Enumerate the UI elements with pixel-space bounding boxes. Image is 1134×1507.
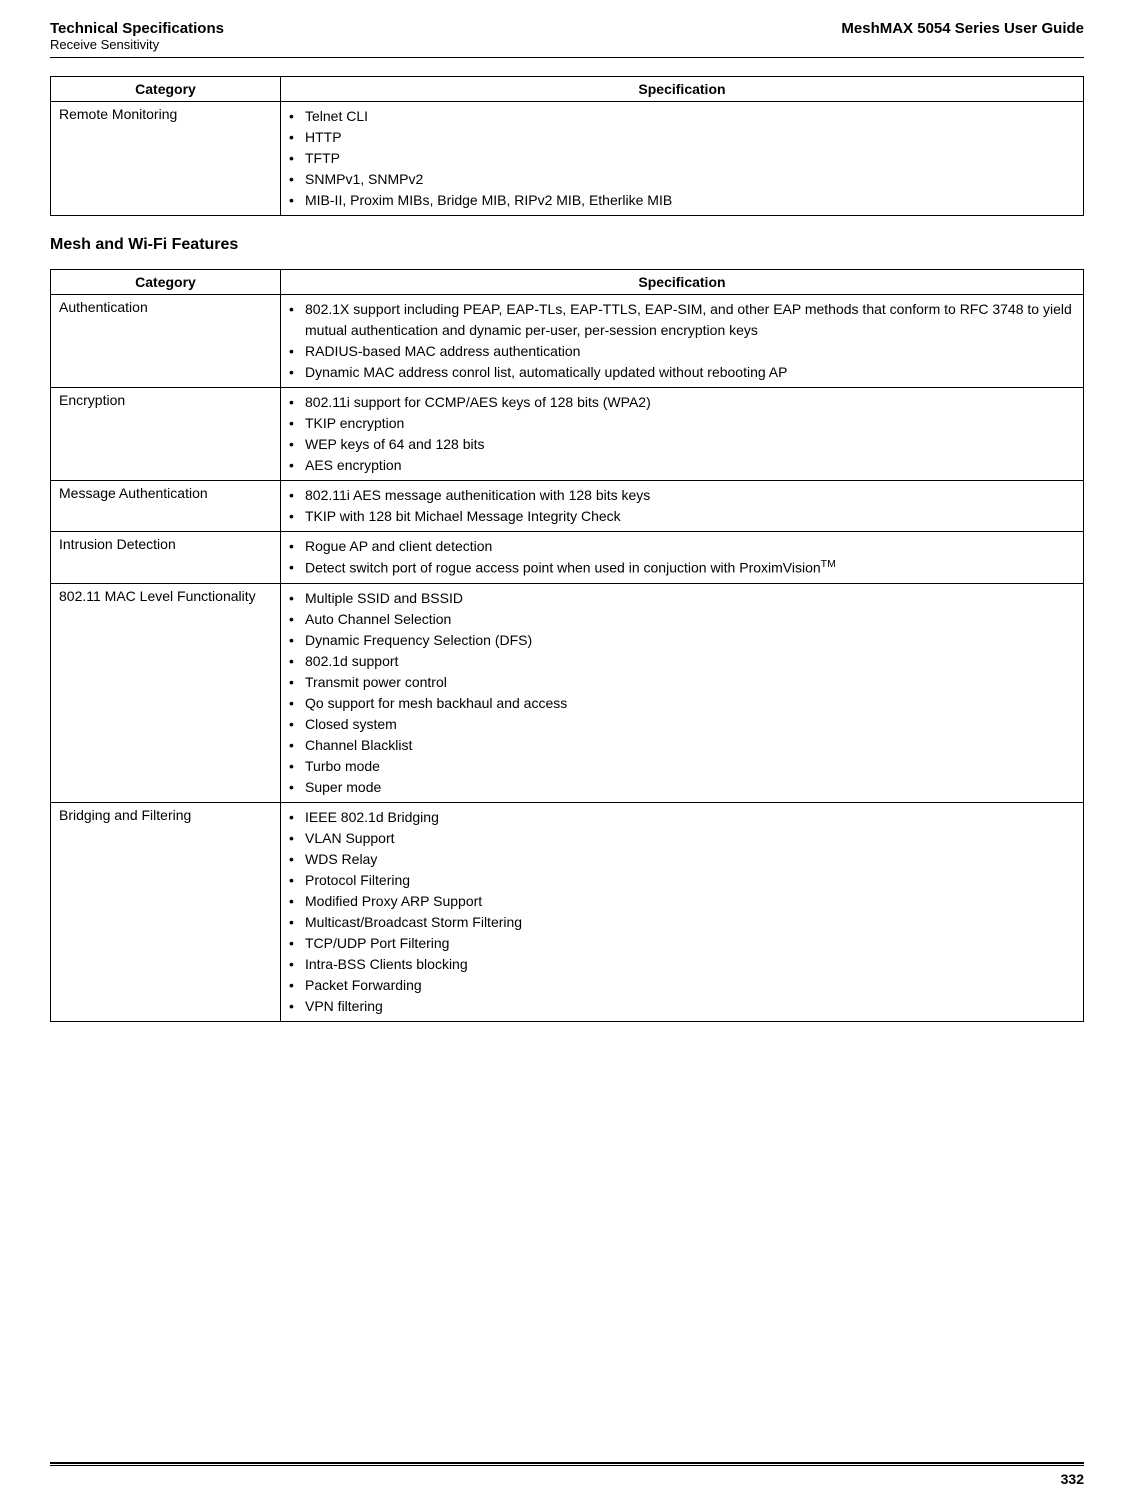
table-mesh-wifi-features: Category Specification Authentication802…: [50, 269, 1084, 1022]
spec-item: Packet Forwarding: [289, 975, 1075, 996]
spec-item: TFTP: [289, 148, 1075, 169]
specification-cell: IEEE 802.1d BridgingVLAN SupportWDS Rela…: [281, 802, 1084, 1021]
spec-list: 802.1X support including PEAP, EAP-TLs, …: [289, 299, 1075, 383]
section-heading: Mesh and Wi-Fi Features: [50, 236, 1084, 254]
spec-item: Multiple SSID and BSSID: [289, 588, 1075, 609]
spec-item: Turbo mode: [289, 756, 1075, 777]
page-footer: 332: [50, 1462, 1084, 1487]
spec-item: Channel Blacklist: [289, 735, 1075, 756]
table-header-row: Category Specification: [51, 77, 1084, 102]
footer-divider-thin: [50, 1465, 1084, 1466]
spec-item: WDS Relay: [289, 849, 1075, 870]
specification-cell: 802.1X support including PEAP, EAP-TLs, …: [281, 295, 1084, 388]
spec-item: VLAN Support: [289, 828, 1075, 849]
table-row: Bridging and FilteringIEEE 802.1d Bridgi…: [51, 802, 1084, 1021]
spec-item: SNMPv1, SNMPv2: [289, 169, 1075, 190]
header-title: Technical Specifications: [50, 20, 224, 37]
page-header: Technical Specifications Receive Sensiti…: [50, 20, 1084, 52]
page-container: Technical Specifications Receive Sensiti…: [0, 0, 1134, 1507]
spec-item: TKIP encryption: [289, 413, 1075, 434]
spec-item: Auto Channel Selection: [289, 609, 1075, 630]
category-cell: 802.11 MAC Level Functionality: [51, 583, 281, 802]
col-category-header: Category: [51, 77, 281, 102]
spec-item: TKIP with 128 bit Michael Message Integr…: [289, 506, 1075, 527]
header-divider: [50, 57, 1084, 58]
spec-list: IEEE 802.1d BridgingVLAN SupportWDS Rela…: [289, 807, 1075, 1017]
spec-list: 802.11i AES message authenitication with…: [289, 485, 1075, 527]
specification-cell: Telnet CLIHTTPTFTPSNMPv1, SNMPv2MIB-II, …: [281, 102, 1084, 216]
spec-item: MIB-II, Proxim MIBs, Bridge MIB, RIPv2 M…: [289, 190, 1075, 211]
spec-item: WEP keys of 64 and 128 bits: [289, 434, 1075, 455]
category-cell: Encryption: [51, 388, 281, 481]
spec-item: 802.1d support: [289, 651, 1075, 672]
page-number: 332: [50, 1471, 1084, 1487]
category-cell: Bridging and Filtering: [51, 802, 281, 1021]
specification-cell: 802.11i AES message authenitication with…: [281, 481, 1084, 532]
header-guide-label: MeshMAX 5054 Series User Guide: [841, 20, 1084, 37]
spec-item: Multicast/Broadcast Storm Filtering: [289, 912, 1075, 933]
col-category-header: Category: [51, 270, 281, 295]
spec-item: Protocol Filtering: [289, 870, 1075, 891]
spec-item: AES encryption: [289, 455, 1075, 476]
spec-item: 802.11i AES message authenitication with…: [289, 485, 1075, 506]
spec-item: Dynamic Frequency Selection (DFS): [289, 630, 1075, 651]
spec-item: Super mode: [289, 777, 1075, 798]
spec-item: Telnet CLI: [289, 106, 1075, 127]
table-row: Message Authentication 802.11i AES messag…: [51, 481, 1084, 532]
spec-item: Rogue AP and client detection: [289, 536, 1075, 557]
table-row: Remote MonitoringTelnet CLIHTTPTFTPSNMPv…: [51, 102, 1084, 216]
category-cell: Authentication: [51, 295, 281, 388]
spec-item: Dynamic MAC address conrol list, automat…: [289, 362, 1075, 383]
footer-divider-thick: [50, 1462, 1084, 1464]
spec-item: 802.1X support including PEAP, EAP-TLs, …: [289, 299, 1075, 341]
specification-cell: 802.11i support for CCMP/AES keys of 128…: [281, 388, 1084, 481]
table-row: Authentication802.1X support including P…: [51, 295, 1084, 388]
spec-item: IEEE 802.1d Bridging: [289, 807, 1075, 828]
category-cell: Remote Monitoring: [51, 102, 281, 216]
spec-item: Detect switch port of rogue access point…: [289, 557, 1075, 579]
category-cell: Intrusion Detection: [51, 532, 281, 584]
header-left: Technical Specifications Receive Sensiti…: [50, 20, 224, 52]
spec-item: TCP/UDP Port Filtering: [289, 933, 1075, 954]
specification-cell: Rogue AP and client detectionDetect swit…: [281, 532, 1084, 584]
table-remote-monitoring: Category Specification Remote Monitoring…: [50, 76, 1084, 216]
spec-item: Intra-BSS Clients blocking: [289, 954, 1075, 975]
category-cell: Message Authentication: [51, 481, 281, 532]
spec-list: Telnet CLIHTTPTFTPSNMPv1, SNMPv2MIB-II, …: [289, 106, 1075, 211]
spec-item: RADIUS-based MAC address authentication: [289, 341, 1075, 362]
table-row: Intrusion DetectionRogue AP and client d…: [51, 532, 1084, 584]
col-specification-header: Specification: [281, 77, 1084, 102]
spec-item: Closed system: [289, 714, 1075, 735]
spec-item: Modified Proxy ARP Support: [289, 891, 1075, 912]
table-header-row: Category Specification: [51, 270, 1084, 295]
spec-list: Multiple SSID and BSSIDAuto Channel Sele…: [289, 588, 1075, 798]
spec-item: Transmit power control: [289, 672, 1075, 693]
spec-item: Qo support for mesh backhaul and access: [289, 693, 1075, 714]
spec-item: VPN filtering: [289, 996, 1075, 1017]
spec-list: Rogue AP and client detectionDetect swit…: [289, 536, 1075, 579]
specification-cell: Multiple SSID and BSSIDAuto Channel Sele…: [281, 583, 1084, 802]
col-specification-header: Specification: [281, 270, 1084, 295]
spec-item: HTTP: [289, 127, 1075, 148]
table-row: 802.11 MAC Level FunctionalityMultiple S…: [51, 583, 1084, 802]
spec-list: 802.11i support for CCMP/AES keys of 128…: [289, 392, 1075, 476]
spec-item: 802.11i support for CCMP/AES keys of 128…: [289, 392, 1075, 413]
table-row: Encryption 802.11i support for CCMP/AES k…: [51, 388, 1084, 481]
header-subtitle: Receive Sensitivity: [50, 37, 224, 52]
